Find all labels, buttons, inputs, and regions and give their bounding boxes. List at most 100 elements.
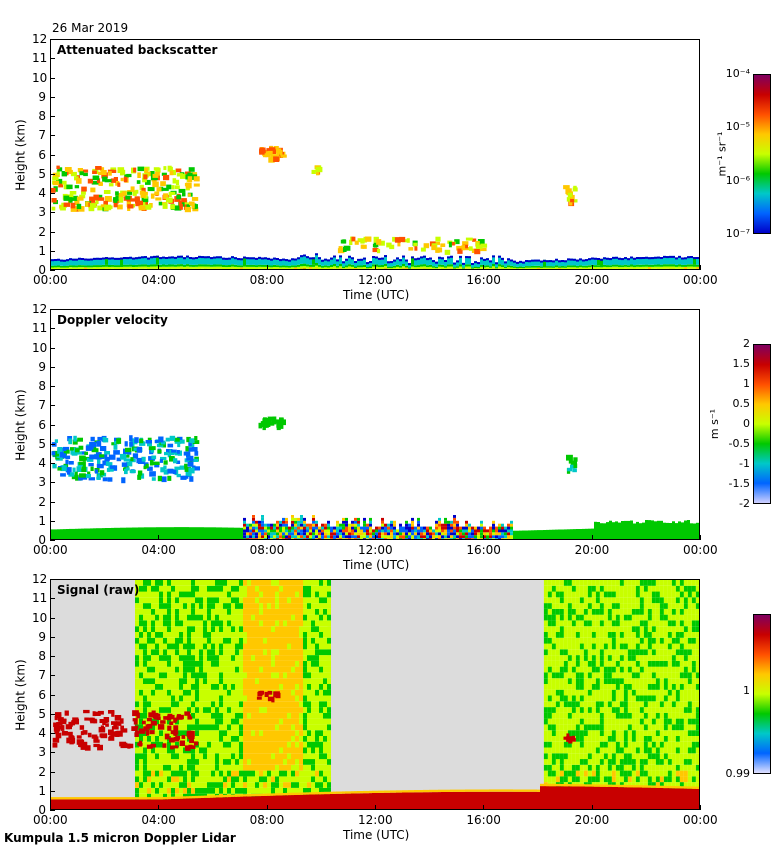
signal-cell [235,730,239,736]
velocity-cell [252,515,255,518]
signal-cell [215,741,219,748]
backscatter-cell [420,266,423,269]
y-tick-label: 11 [32,321,48,336]
cloud-cell [464,247,472,251]
velocity-cloud-cell [169,455,175,462]
cloud-cell [357,238,364,243]
signal-cell [139,591,143,598]
signal-cell [571,718,576,725]
signal-cell [251,626,255,632]
signal-cell [183,701,187,708]
signal-cell [155,660,159,667]
signal-cell [263,614,267,621]
signal-cell [547,747,552,754]
signal-cell [575,580,580,586]
velocity-cell [282,523,285,527]
cloud-cell [181,198,187,203]
backscatter-cell [144,264,147,267]
velocity-cell [243,523,246,527]
signal-cell [283,707,287,713]
backscatter-cell [174,264,177,267]
y-tick-label: 10 [32,70,48,85]
signal-cell [563,747,568,754]
velocity-cell [444,529,447,533]
signal-cell [579,649,584,656]
signal-cell [247,747,251,754]
velocity-cell [480,538,483,539]
cloud-cell [104,179,112,183]
signal-cell [139,724,143,731]
signal-cell [299,695,303,702]
backscatter-cell [687,266,690,269]
velocity-cell [297,523,300,527]
signal-cell [259,580,263,586]
signal-cell [147,643,151,650]
backscatter-cell [696,257,699,259]
velocity-cell [291,515,294,518]
velocity-cell [411,526,414,530]
signal-cell [179,753,183,760]
signal-cell [287,603,291,609]
signal-cell [219,591,223,598]
backscatter-cell [255,265,258,268]
backscatter-cell [528,260,531,267]
signal-cell [571,764,576,771]
signal-cell [227,718,231,725]
backscatter-cell [81,265,84,268]
velocity-cell [315,523,318,527]
velocity-cell [327,526,330,530]
signal-cell [175,753,179,760]
backscatter-cell [333,268,336,269]
backscatter-cell [441,257,444,260]
velocity-cloud-cell [167,443,174,448]
signal-cell [195,591,199,598]
velocity-cloud-cell [272,416,277,421]
backscatter-cell [84,258,87,266]
velocity-cell [192,527,195,539]
backscatter-cell [579,269,582,270]
velocity-cell [258,520,261,524]
cloud-cell [461,245,466,251]
backscatter-cell [657,256,660,259]
velocity-cell [393,529,396,533]
velocity-cloud-cell [266,419,272,424]
velocity-cloud-cell [78,476,83,481]
velocity-cloud-cell [109,465,116,469]
cloud-cell [144,168,148,173]
backscatter-cell [369,270,372,271]
backscatter-cell [558,266,561,268]
backscatter-cell [582,259,585,266]
velocity-cell [465,523,468,527]
backscatter-cell [522,261,525,264]
backscatter-cell [384,255,387,264]
signal-cell [547,626,552,632]
velocity-cell [468,535,471,539]
signal-cell [203,741,207,748]
velocity-cell [429,526,432,530]
signal-cell [571,580,576,586]
velocity-cell [138,527,141,539]
signal-cell [311,585,315,592]
signal-cell [267,620,271,627]
backscatter-cell [66,259,69,262]
backscatter-cell [618,265,621,268]
velocity-cell [489,532,492,536]
backscatter-cell [195,257,198,259]
velocity-cell [261,529,264,533]
signal-cell [167,632,171,638]
backscatter-cell [204,256,207,259]
velocity-cell [147,527,150,539]
backscatter-cell [306,256,309,265]
signal-cell [215,782,219,788]
cloud-cell [97,197,105,201]
signal-cell [223,724,227,731]
backscatter-cell [489,266,492,268]
velocity-cell [252,523,255,527]
signal-cell [551,637,556,644]
backscatter-cell [510,269,513,270]
signal-cell [187,603,191,609]
signal-cell [167,660,171,667]
y-tick-mark [50,212,55,214]
signal-cell [187,626,191,632]
signal-cell [287,724,291,731]
